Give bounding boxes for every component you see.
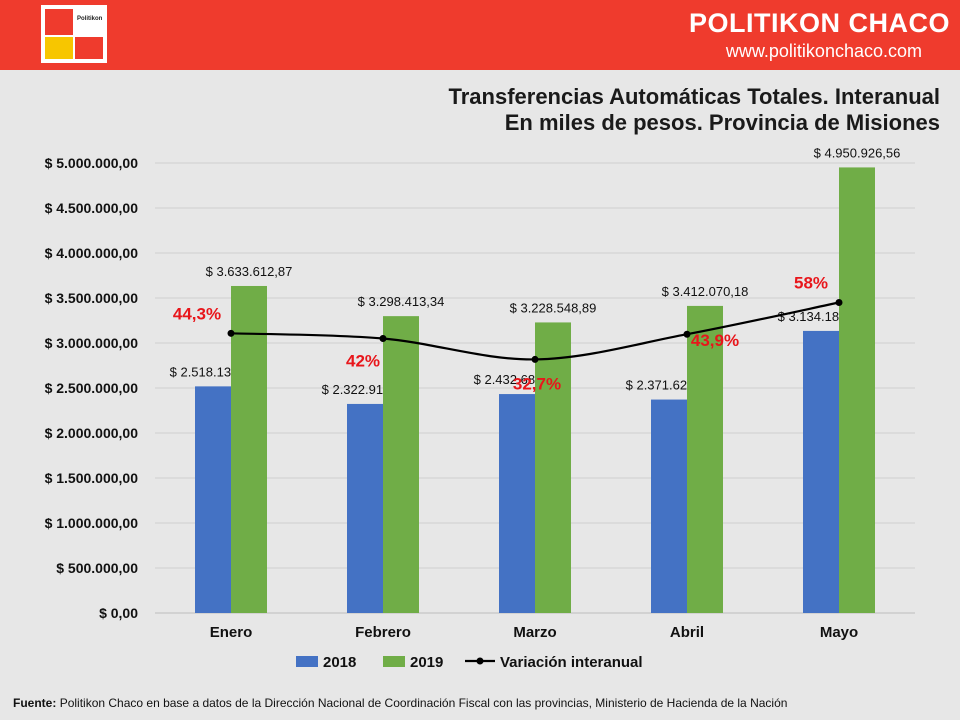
politikon-logo: Politikon: [41, 5, 107, 63]
y-tick-label: $ 5.000.000,00: [45, 155, 139, 171]
legend-label-2018: 2018: [323, 654, 356, 671]
pct-label: 44,3%: [173, 304, 221, 323]
brand-name: POLITIKON CHACO: [689, 8, 950, 38]
line-point: [531, 355, 539, 363]
chart-title-line-1: Transferencias Automáticas Totales. Inte…: [448, 84, 941, 109]
y-tick-label: $ 4.000.000,00: [45, 245, 139, 261]
data-label-2019: $ 3.228.548,89: [510, 300, 597, 315]
bar-2018: [195, 386, 231, 613]
data-label-2019: $ 4.950.926,56: [814, 145, 901, 160]
bar-2018: [347, 403, 383, 613]
line-point: [379, 335, 387, 342]
y-tick-label: $ 500.000,00: [56, 560, 138, 576]
legend-label-2019: 2019: [410, 654, 443, 671]
bar-2018: [803, 330, 839, 613]
y-tick-label: $ 1.500.000,00: [45, 470, 139, 486]
y-tick-label: $ 4.500.000,00: [45, 200, 139, 216]
legend-line-marker: [476, 657, 484, 665]
bar-2019: [231, 285, 267, 613]
chart-title: Transferencias Automáticas Totales. Inte…: [449, 84, 941, 136]
x-tick-label: Marzo: [513, 624, 556, 641]
source-text: Politikon Chaco en base a datos de la Di…: [59, 696, 788, 710]
line-point: [835, 299, 843, 306]
data-label-2019: $ 3.633.612,87: [206, 264, 293, 279]
legend-swatch-2018: [296, 656, 318, 667]
chart-title-line-2: En miles de pesos. Provincia de Misiones: [504, 110, 940, 135]
bar-2019: [383, 316, 419, 613]
logo-text: Politikon: [77, 16, 103, 22]
bar-2019: [535, 322, 571, 613]
y-tick-label: $ 3.000.000,00: [45, 335, 139, 351]
source-note: Fuente: Politikon Chaco en base a datos …: [13, 696, 787, 710]
line-point: [227, 329, 235, 337]
data-label-2019: $ 3.412.070,18: [662, 284, 749, 299]
y-tick-label: $ 1.000.000,00: [45, 515, 139, 531]
x-tick-label: Enero: [210, 624, 253, 641]
pct-label: 42%: [346, 352, 380, 371]
legend-swatch-2019: [383, 656, 405, 667]
source-label: Fuente:: [13, 696, 57, 710]
brand-url: www.politikonchaco.com: [725, 41, 922, 61]
x-tick-label: Febrero: [355, 624, 411, 641]
y-tick-label: $ 2.000.000,00: [45, 425, 139, 441]
pct-label: 43,9%: [691, 331, 739, 350]
y-tick-label: $ 3.500.000,00: [45, 290, 139, 306]
bar-2018: [499, 394, 535, 613]
line-point: [683, 330, 691, 338]
bar-2019: [687, 305, 723, 613]
x-tick-label: Abril: [670, 624, 704, 641]
bar-2018: [651, 399, 687, 613]
data-label-2019: $ 3.298.413,34: [358, 294, 445, 309]
pct-label: 32,7%: [513, 374, 561, 393]
y-tick-label: $ 0,00: [99, 605, 138, 621]
legend-label-variacion: Variación interanual: [500, 654, 643, 671]
x-tick-label: Mayo: [820, 624, 858, 641]
bar-2019: [839, 167, 875, 613]
y-tick-label: $ 2.500.000,00: [45, 380, 139, 396]
pct-label: 58%: [794, 274, 828, 293]
header-bar: Politikon POLITIKON CHACO www.politikonc…: [0, 0, 960, 70]
